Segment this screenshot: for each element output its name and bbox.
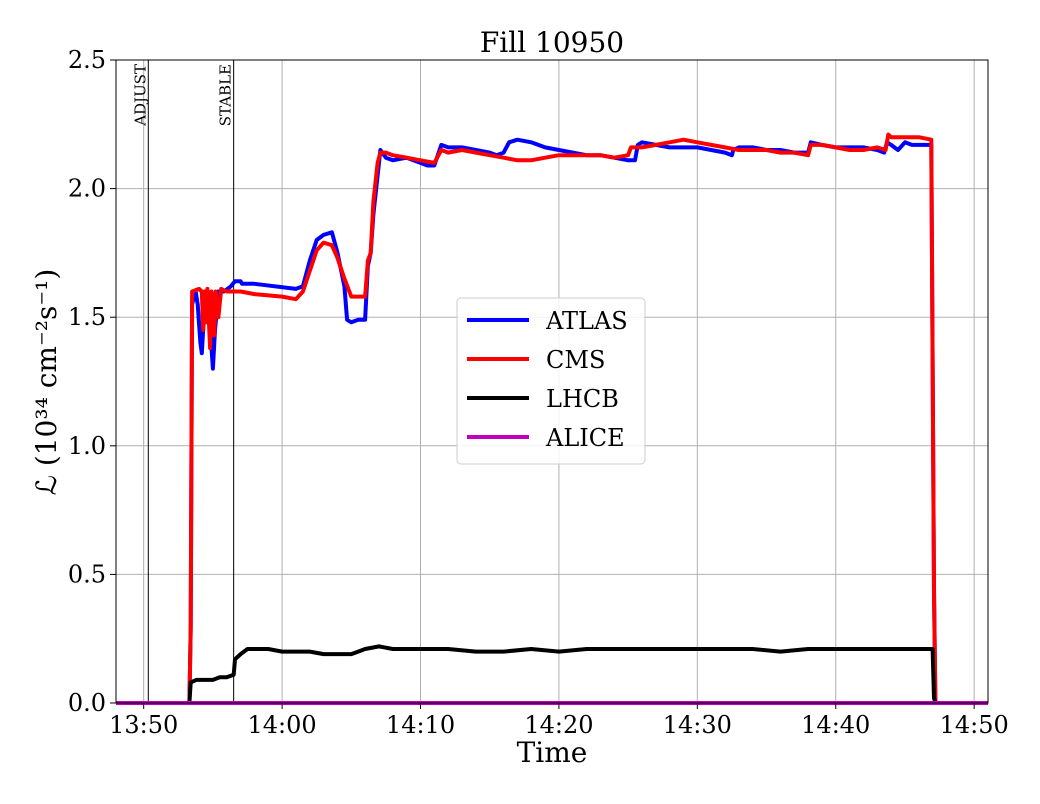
legend-label-atlas: ATLAS xyxy=(545,307,628,335)
legend-label-cms: CMS xyxy=(546,346,605,374)
y-axis-title: ℒ (10³⁴ cm⁻²s⁻¹) xyxy=(30,269,63,496)
y-tick-label: 1.5 xyxy=(68,303,106,331)
series-line-cms xyxy=(116,132,988,705)
x-tick-label: 14:20 xyxy=(524,711,593,739)
y-tick-label: 1.0 xyxy=(68,432,106,460)
legend-label-lhcb: LHCB xyxy=(546,385,619,413)
plot-frame xyxy=(115,59,989,704)
marker-label-stable: STABLE xyxy=(217,64,235,126)
series-line-lhcb xyxy=(116,644,988,705)
legend-label-alice: ALICE xyxy=(545,424,625,452)
axis-ticks: 13:50 14:00 14:10 14:20 14:30 14:40 14:50 0.0 0.… xyxy=(68,46,1009,739)
x-tick-label: 14:40 xyxy=(801,711,870,739)
x-tick-label: 14:30 xyxy=(663,711,732,739)
x-tick-label: 14:50 xyxy=(940,711,1009,739)
x-tick-label: 13:50 xyxy=(109,711,178,739)
chart-title: Fill 10950 xyxy=(480,26,624,59)
marker-label-adjust: ADJUST xyxy=(131,64,149,127)
y-tick-label: 0.0 xyxy=(68,689,106,717)
y-tick-label: 2.0 xyxy=(68,175,106,203)
x-tick-label: 14:10 xyxy=(386,711,455,739)
x-tick-label: 14:00 xyxy=(248,711,317,739)
legend-box xyxy=(456,297,646,465)
x-axis-title: Time xyxy=(517,736,588,769)
legend: ATLAS CMS LHCB ALICE xyxy=(456,297,646,465)
y-tick-label: 2.5 xyxy=(68,46,106,74)
y-tick-label: 0.5 xyxy=(68,560,106,588)
phase-markers: ADJUST STABLE xyxy=(131,60,235,703)
